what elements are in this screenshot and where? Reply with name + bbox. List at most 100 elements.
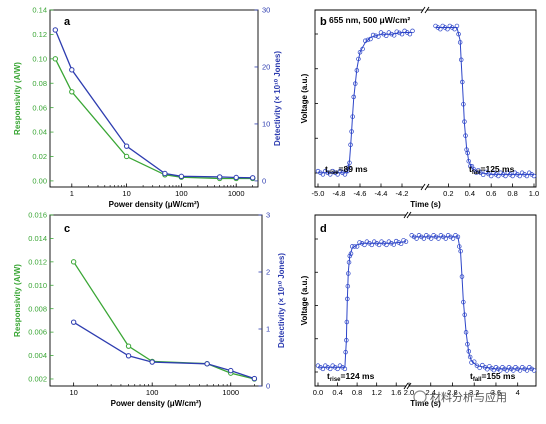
signal-marker <box>458 57 464 63</box>
y-left-tick-label: 0.016 <box>28 211 47 220</box>
signal-marker <box>457 40 463 45</box>
x-axis-label: Power density (μW/cm²) <box>111 399 202 408</box>
signal-marker <box>504 368 510 373</box>
annotation-value: =155 ms <box>482 371 516 381</box>
x-tick-label: 1.0 <box>529 189 539 198</box>
signal-marker <box>452 26 457 32</box>
axis-break-mark <box>403 211 409 219</box>
signal-marker <box>463 133 468 138</box>
signal-marker <box>461 101 466 107</box>
x-tick-label: 2.8 <box>447 388 457 397</box>
rise-time-annotation: trise=124 ms <box>327 371 375 383</box>
signal-marker <box>349 129 354 134</box>
signal-marker <box>401 238 406 243</box>
x-tick-label: 3.2 <box>469 388 479 397</box>
x-tick-label: 3.6 <box>491 388 501 397</box>
data-point-blue <box>123 143 130 149</box>
signal-marker <box>450 236 456 241</box>
y-left-tick-label: 0.004 <box>28 351 47 360</box>
signal-marker <box>320 172 326 177</box>
signal-marker <box>468 163 473 169</box>
signal-trace-0 <box>318 241 407 368</box>
plot-frame-right <box>427 9 537 188</box>
y-right-axis-label: Detectivity (× 10¹⁰ Jones) <box>277 253 286 348</box>
panel-label: d <box>320 223 327 235</box>
signal-marker <box>462 312 467 318</box>
axis-break-mark <box>420 6 426 14</box>
signal-marker <box>455 234 461 240</box>
panel-b-photoresponse-655nm: -5.0 -4.8 -4.6 -4.4 -4.2 0.2 0.4 0.6 0.8 1.0 Time … <box>300 6 539 209</box>
signal-marker <box>363 38 368 44</box>
annotation-subscript: fall <box>473 377 482 383</box>
x-tick-label: 100 <box>146 388 159 397</box>
signal-marker <box>436 236 441 241</box>
x-tick-label: 0.4 <box>465 189 475 198</box>
signal-marker <box>346 271 351 276</box>
x-tick-label: 0.8 <box>352 388 362 397</box>
data-point-blue <box>233 174 239 181</box>
signal-marker <box>459 274 465 279</box>
signal-marker <box>357 50 363 55</box>
x-tick-label: -5.0 <box>312 189 325 198</box>
y-right-tick-label: 2 <box>266 268 270 277</box>
y-left-tick-label: 0.002 <box>28 375 47 384</box>
signal-marker <box>342 366 348 372</box>
x-tick-label: 10 <box>69 388 77 397</box>
signal-marker <box>510 173 515 179</box>
x-axis-label: Time (s) <box>410 399 441 408</box>
data-point-blue <box>204 361 210 367</box>
signal-marker <box>457 244 462 249</box>
signal-marker <box>477 365 482 371</box>
plot-frame-left <box>314 214 406 387</box>
y-right-tick-label: 20 <box>262 63 270 72</box>
signal-marker <box>438 26 443 32</box>
signal-marker <box>356 56 361 62</box>
signal-marker <box>399 31 405 37</box>
data-point-blue <box>178 173 185 180</box>
signal-marker <box>467 354 473 360</box>
signal-marker <box>345 283 351 289</box>
data-point-green <box>123 153 130 160</box>
x-tick-label: -4.2 <box>396 189 409 198</box>
axis-break-mark <box>424 183 430 191</box>
axis-break-mark <box>406 211 412 219</box>
data-point-blue <box>149 359 155 365</box>
x-tick-label: 1.2 <box>371 388 381 397</box>
y-left-tick-label: 0.06 <box>32 103 47 112</box>
signal-marker <box>335 172 340 177</box>
watermark-text: 材料分析与应用 <box>430 390 507 404</box>
y-left-tick-label: 0.006 <box>28 328 47 337</box>
signal-marker <box>456 31 461 37</box>
x-tick-label: 2.4 <box>426 388 436 397</box>
x-tick-label: -4.6 <box>354 189 367 198</box>
signal-marker <box>373 33 379 39</box>
signal-marker <box>531 368 537 373</box>
signal-marker <box>344 338 349 343</box>
y-left-tick-label: 0.012 <box>28 257 47 266</box>
y-axis-label: Voltage (a.u.) <box>300 73 309 123</box>
signal-marker <box>466 349 472 354</box>
signal-marker <box>462 119 467 124</box>
y-left-tick-label: 0.12 <box>32 30 47 39</box>
panel-label: c <box>64 223 70 235</box>
annotation-subscript: fall <box>472 170 481 176</box>
signal-marker <box>480 362 485 368</box>
signal-marker <box>343 349 348 355</box>
x-tick-label: 1000 <box>222 388 239 397</box>
axis-break-mark <box>403 382 409 390</box>
signal-marker <box>389 241 394 246</box>
y-left-tick-label: 0.14 <box>32 6 47 15</box>
y-left-tick-label: 0.008 <box>28 304 47 313</box>
signal-marker <box>348 251 354 256</box>
y-left-tick-label: 0.08 <box>32 79 47 88</box>
y-left-tick-label: 0.04 <box>32 128 47 137</box>
x-tick-label: 4 <box>516 388 520 397</box>
signal-marker <box>365 37 371 43</box>
signal-marker <box>370 32 376 38</box>
y-left-tick-label: 0.010 <box>28 281 47 290</box>
x-tick-label: 1 <box>70 189 74 198</box>
fall-time-annotation: tfall=125 ms <box>469 164 515 176</box>
signal-marker <box>345 168 350 174</box>
y-left-tick-label: 0.02 <box>32 152 47 161</box>
data-point-blue <box>125 353 132 359</box>
